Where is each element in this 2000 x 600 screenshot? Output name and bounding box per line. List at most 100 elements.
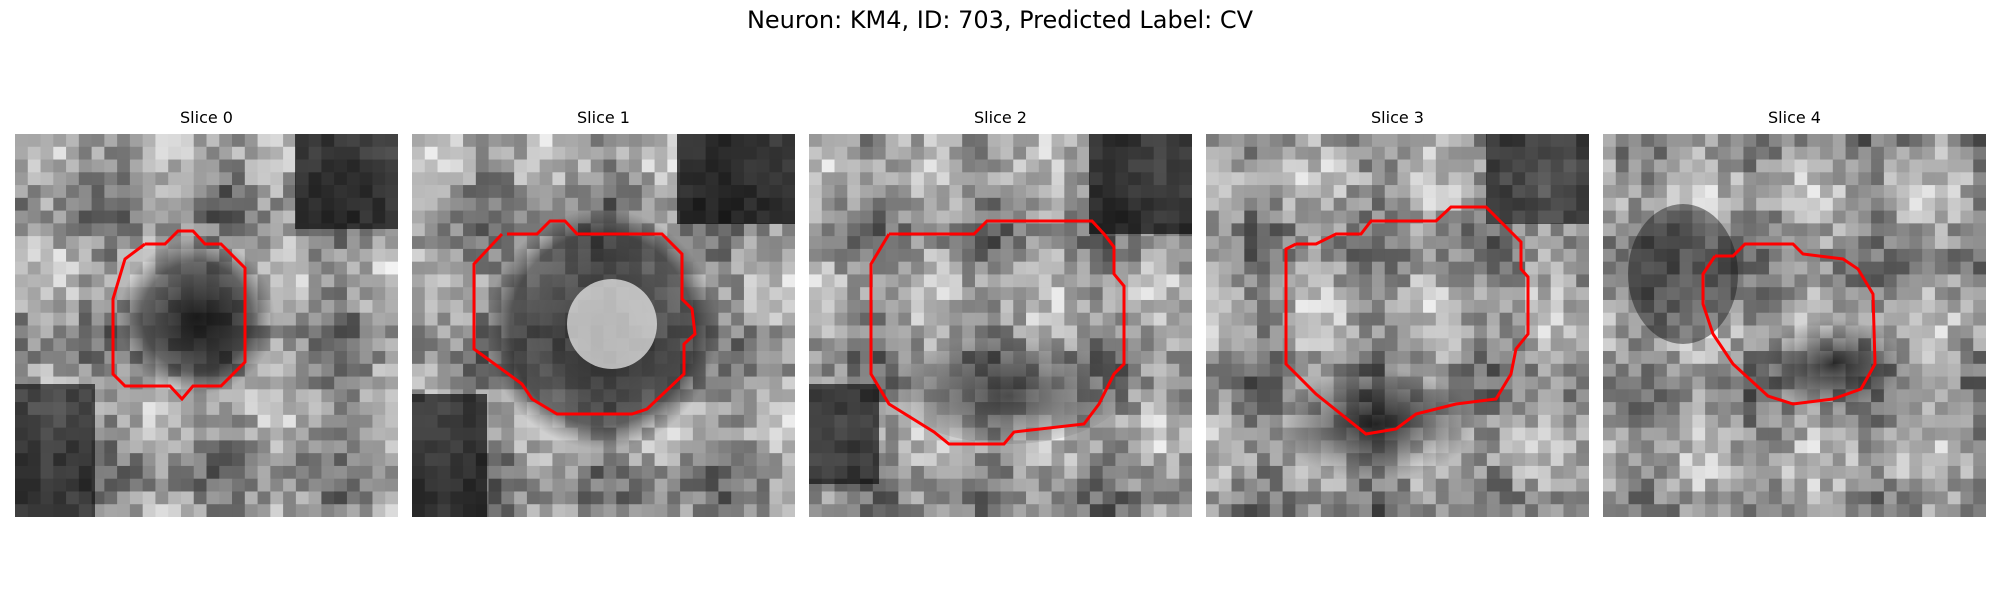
pixel-cell (66, 312, 80, 326)
pixel-cell (872, 261, 887, 275)
pixel-cell (15, 185, 29, 199)
pixel-cell (142, 478, 156, 492)
pixel-cell (1308, 299, 1322, 314)
pixel-cell (962, 197, 976, 212)
pixel-cell (743, 351, 758, 365)
pixel-cell (1705, 376, 1719, 390)
pixel-cell (1102, 274, 1116, 288)
pixel-cell (1153, 312, 1167, 326)
pixel-cell (692, 402, 707, 416)
pixel-cell (1115, 427, 1129, 441)
pixel-cell (1743, 223, 1757, 237)
pixel-cell (334, 376, 348, 390)
pixel-cell (1960, 146, 1974, 161)
pixel-cell (155, 159, 169, 173)
pixel-cell (1896, 197, 1910, 212)
pixel-cell (321, 338, 335, 352)
pixel-cell (412, 351, 426, 365)
pixel-cell (91, 197, 105, 212)
pixel-cell (1218, 210, 1233, 224)
pixel-cell (923, 159, 938, 173)
pixel-cell (1448, 299, 1462, 314)
pixel-cell (1896, 274, 1910, 288)
pixel-cell (412, 146, 426, 161)
pixel-cell (1807, 478, 1821, 492)
pixel-cell (283, 210, 297, 224)
pixel-cell (1153, 491, 1167, 505)
pixel-cell (1858, 248, 1872, 263)
pixel-cell (117, 478, 131, 492)
pixel-cell (1077, 274, 1091, 288)
pixel-cell (346, 402, 361, 416)
pixel-cell (385, 325, 398, 339)
pixel-cell (206, 159, 220, 173)
pixel-cell (1730, 223, 1744, 237)
pixel-cell (15, 236, 29, 250)
pixel-cell (359, 376, 373, 390)
pixel-cell (1206, 159, 1220, 173)
pixel-cell (129, 146, 144, 161)
pixel-cell (731, 427, 745, 441)
pixel-cell (1038, 453, 1053, 467)
pixel-cell (1257, 146, 1271, 161)
pixel-cell (1896, 172, 1910, 186)
pixel-cell (27, 223, 42, 237)
pixel-cell (359, 236, 373, 250)
pixel-cell (308, 274, 322, 288)
pixel-cell (475, 325, 490, 339)
pixel-cell (437, 287, 451, 301)
pixel-cell (78, 223, 93, 237)
pixel-cell (372, 440, 386, 454)
pixel-cell (1756, 402, 1770, 416)
pixel-cell (117, 389, 131, 403)
pixel-cell (1537, 287, 1552, 301)
pixel-cell (321, 248, 335, 263)
pixel-cell (1628, 261, 1642, 275)
pixel-cell (308, 389, 322, 403)
pixel-cell (283, 287, 297, 301)
pixel-cell (1603, 376, 1617, 390)
pixel-cell (1807, 223, 1821, 237)
pixel-cell (1486, 414, 1501, 429)
pixel-cell (743, 440, 758, 454)
pixel-cell (1359, 274, 1373, 288)
pixel-cell (40, 134, 54, 148)
pixel-cell (629, 146, 643, 161)
pixel-cell (346, 236, 361, 250)
pixel-cell (1486, 402, 1501, 416)
pixel-cell (1781, 299, 1795, 314)
pixel-cell (321, 478, 335, 492)
pixel-cell (1537, 491, 1552, 505)
pixel-cell (1499, 427, 1513, 441)
pixel-cell (1244, 236, 1258, 250)
pixel-cell (1871, 197, 1885, 212)
pixel-cell (385, 478, 398, 492)
pixel-cell (1768, 261, 1783, 275)
pixel-cell (359, 299, 373, 314)
pixel-cell (1794, 210, 1808, 224)
pixel-cell (974, 134, 989, 148)
pixel-cell (872, 134, 887, 148)
pixel-cell (1115, 338, 1129, 352)
pixel-cell (1295, 159, 1309, 173)
pixel-cell (756, 338, 770, 352)
pixel-cell (1550, 453, 1564, 467)
pixel-cell (1244, 146, 1258, 161)
pixel-cell (168, 223, 182, 237)
pixel-cell (1743, 478, 1757, 492)
pixel-cell (1257, 134, 1271, 148)
pixel-cell (219, 159, 233, 173)
pixel-cell (412, 223, 426, 237)
pixel-cell (1628, 185, 1642, 199)
pixel-cell (334, 465, 348, 480)
pixel-cell (1038, 248, 1053, 263)
pixel-cell (1410, 236, 1424, 250)
pixel-cell (1550, 389, 1564, 403)
pixel-cell (424, 185, 439, 199)
pixel-cell (1384, 312, 1398, 326)
pixel-cell (1461, 299, 1475, 314)
pixel-cell (1832, 134, 1847, 148)
pixel-cell (1051, 287, 1065, 301)
pixel-cell (1038, 134, 1053, 148)
pixel-cell (1537, 223, 1552, 237)
